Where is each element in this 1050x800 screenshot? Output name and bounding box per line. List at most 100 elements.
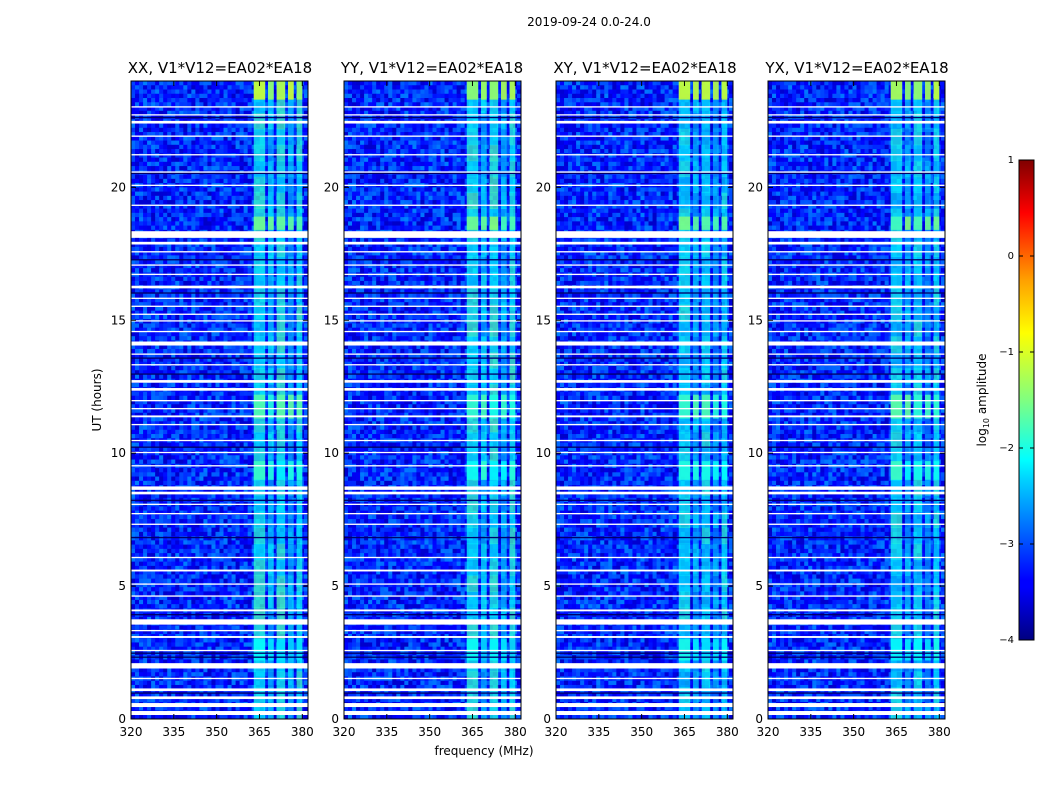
noise-cell: [291, 166, 297, 171]
noise-cell: [303, 327, 308, 333]
noise-cell: [195, 514, 200, 520]
noise-cell: [195, 370, 200, 375]
noise-cell: [203, 187, 208, 192]
noise-cell: [271, 195, 277, 201]
noise-cell: [139, 544, 144, 550]
noise-cell: [139, 365, 144, 371]
noise-cell: [151, 161, 156, 167]
noise-cell: [179, 302, 184, 307]
noise-cell: [163, 527, 168, 533]
noise-cell: [283, 102, 289, 107]
noise-cell: [195, 98, 200, 103]
noise-cell: [151, 123, 156, 129]
noise-cell: [159, 98, 164, 103]
noise-cell: [219, 255, 224, 260]
noise-cell: [171, 280, 176, 286]
noise-cell: [203, 297, 208, 303]
noise-cell: [247, 523, 252, 528]
noise-cell: [139, 348, 144, 354]
noise-cell: [235, 327, 240, 333]
noise-cell: [207, 429, 212, 435]
noise-cell: [203, 493, 208, 499]
noise-cell: [151, 174, 156, 180]
noise-cell: [263, 548, 269, 554]
noise-cell: [159, 480, 164, 486]
noise-cell: [199, 297, 204, 303]
noise-cell: [247, 370, 252, 375]
noise-cell: [243, 404, 248, 409]
noise-cell: [263, 344, 269, 350]
noise-cell: [219, 557, 224, 562]
noise-cell: [203, 536, 208, 541]
noise-cell: [243, 468, 248, 473]
noise-cell: [191, 412, 196, 418]
noise-cell: [303, 85, 308, 90]
noise-cell: [175, 523, 180, 528]
noise-cell: [151, 136, 156, 141]
noise-cell: [131, 544, 136, 550]
noise-cell: [303, 514, 308, 520]
noise-cell: [183, 251, 188, 256]
noise-cell: [183, 246, 188, 252]
noise-cell: [199, 140, 204, 146]
noise-cell: [147, 187, 152, 192]
noise-cell: [231, 187, 236, 192]
noise-cell: [167, 85, 172, 90]
noise-cell: [179, 391, 184, 397]
noise-cell: [147, 459, 152, 465]
noise-cell: [171, 306, 176, 311]
noise-cell: [215, 408, 220, 414]
noise-cell: [183, 149, 188, 154]
noise-cell: [263, 85, 269, 90]
noise-cell: [195, 123, 200, 129]
noise-cell: [283, 391, 289, 397]
noise-cell: [175, 400, 180, 405]
noise-cell: [139, 127, 144, 133]
noise-cell: [195, 510, 200, 516]
noise-cell: [247, 140, 252, 146]
noise-cell: [203, 489, 208, 494]
noise-cell: [151, 297, 156, 303]
noise-cell: [239, 263, 244, 269]
noise-cell: [247, 357, 252, 363]
noise-cell: [291, 361, 297, 367]
noise-cell: [247, 553, 252, 558]
noise-cell: [147, 455, 152, 460]
noise-cell: [239, 459, 244, 465]
noise-cell: [303, 242, 308, 248]
noise-cell: [227, 110, 232, 116]
noise-cell: [147, 348, 152, 354]
noise-cell: [235, 200, 240, 205]
noise-cell: [151, 391, 156, 397]
noise-cell: [183, 204, 188, 209]
noise-cell: [219, 106, 224, 112]
noise-cell: [183, 544, 188, 550]
noise-cell: [187, 276, 192, 282]
noise-cell: [191, 361, 196, 367]
noise-cell: [211, 421, 216, 426]
noise-cell: [215, 442, 220, 448]
noise-cell: [131, 153, 136, 158]
noise-cell: [223, 246, 228, 252]
noise-cell: [135, 314, 140, 320]
noise-cell: [239, 374, 244, 380]
noise-cell: [167, 263, 172, 269]
noise-cell: [135, 489, 140, 494]
noise-cell: [247, 217, 252, 222]
noise-cell: [179, 514, 184, 520]
noise-cell: [195, 242, 200, 248]
noise-cell: [263, 149, 269, 154]
noise-cell: [155, 382, 160, 388]
noise-cell: [131, 221, 136, 226]
noise-cell: [191, 506, 196, 511]
noise-cell: [215, 374, 220, 380]
noise-cell: [175, 242, 180, 248]
noise-cell: [199, 348, 204, 354]
noise-cell: [203, 263, 208, 269]
noise-cell: [143, 149, 148, 154]
noise-cell: [215, 153, 220, 158]
noise-cell: [135, 527, 140, 533]
noise-cell: [283, 331, 289, 337]
noise-cell: [223, 472, 228, 477]
noise-cell: [159, 127, 164, 133]
